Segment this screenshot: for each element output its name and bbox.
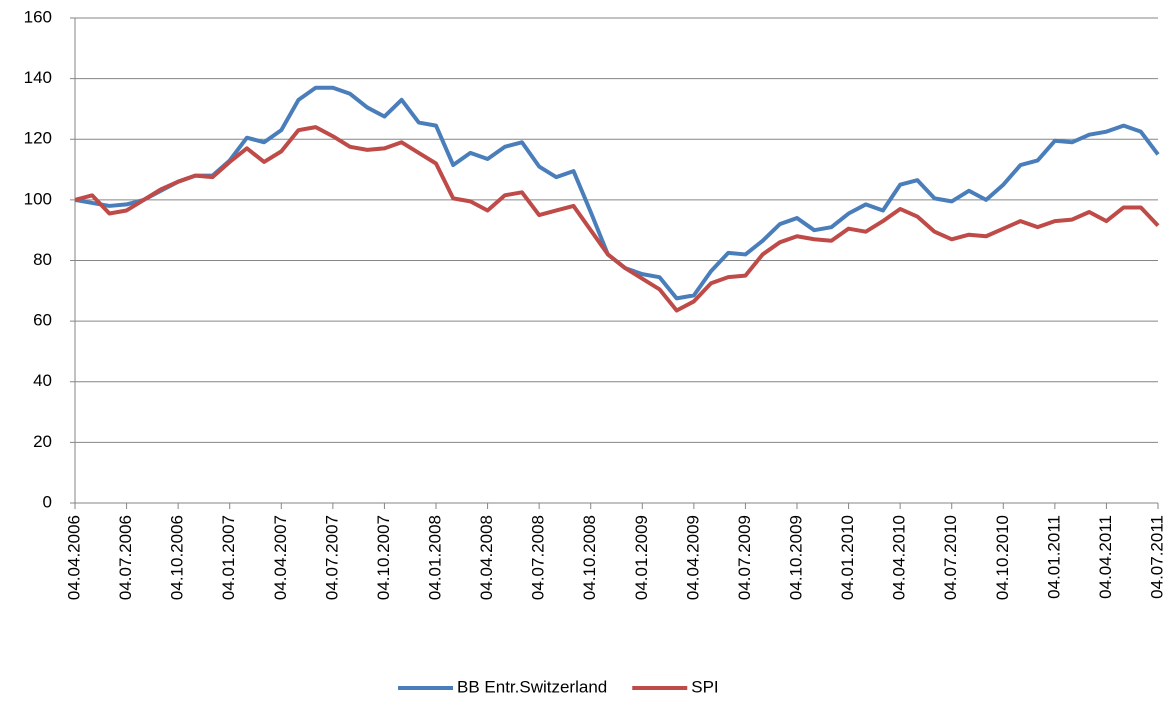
y-tick-label: 140 [24,68,52,87]
x-tick-label: 04.01.2008 [425,515,444,600]
x-tick-label: 04.07.2010 [941,515,960,600]
x-tick-label: 04.07.2009 [735,515,754,600]
series-line [74,125,1160,313]
x-tick-label: 04.04.2007 [271,515,290,600]
x-tick-label: 04.10.2008 [580,515,599,600]
series-line [74,85,1160,301]
x-tick-label: 04.01.2009 [632,515,651,600]
legend-label: SPI [691,677,718,696]
x-tick-label: 04.10.2009 [786,515,805,600]
x-tick-label: 04.04.2010 [890,515,909,600]
y-tick-label: 60 [33,311,52,330]
x-tick-label: 04.10.2010 [993,515,1012,600]
legend-label: BB Entr.Switzerland [457,677,607,696]
y-tick-label: 0 [43,492,52,511]
x-tick-label: 04.07.2011 [1147,515,1166,599]
x-tick-label: 04.10.2007 [374,515,393,600]
y-tick-label: 20 [33,432,52,451]
x-tick-label: 04.07.2007 [322,515,341,600]
x-tick-label: 04.10.2006 [168,515,187,600]
y-tick-label: 40 [33,371,52,390]
x-tick-label: 04.01.2010 [838,515,857,600]
x-tick-label: 04.04.2008 [477,515,496,600]
x-tick-label: 04.07.2008 [529,515,548,600]
x-tick-label: 04.04.2011 [1096,515,1115,599]
y-tick-label: 100 [24,189,52,208]
x-tick-label: 04.07.2006 [116,515,135,600]
x-tick-label: 04.04.2006 [64,515,83,600]
y-tick-label: 160 [24,7,52,26]
x-tick-label: 04.01.2007 [219,515,238,600]
x-tick-label: 04.01.2011 [1044,515,1063,599]
x-tick-label: 04.04.2009 [683,515,702,600]
y-tick-label: 80 [33,250,52,269]
y-tick-label: 120 [24,129,52,148]
